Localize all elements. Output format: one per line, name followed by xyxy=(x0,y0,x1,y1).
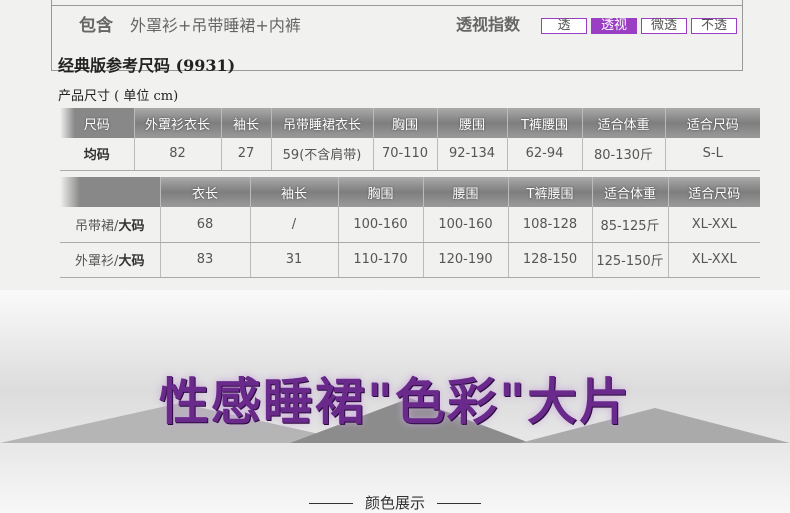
table-cell: 120-190 xyxy=(422,242,508,278)
table-cell: 68 xyxy=(159,207,250,243)
divider xyxy=(437,503,481,504)
sheer-option-slight: 微透 xyxy=(641,18,687,34)
table-cell: 59(不含肩带) xyxy=(270,138,373,171)
table-cell: 100-160 xyxy=(422,207,508,243)
table-cell: S-L xyxy=(664,138,760,171)
column-header: 腰围 xyxy=(436,108,507,138)
table-cell: 100-160 xyxy=(337,207,423,243)
column-header: 尺码 xyxy=(60,108,134,138)
column-header: 适合体重 xyxy=(581,108,665,138)
column-header: 吊带睡裙衣长 xyxy=(270,108,373,138)
mountain-graphic xyxy=(290,398,530,443)
table-cell: 83 xyxy=(159,242,250,278)
column-header: 适合尺码 xyxy=(664,108,760,138)
row-label: 吊带裙/大码 xyxy=(60,207,160,243)
table-cell: 108-128 xyxy=(507,207,592,243)
table-cell: 均码 xyxy=(60,138,134,171)
table-cell: 62-94 xyxy=(506,138,582,171)
banner xyxy=(0,290,790,513)
section-heading: 颜色展示 xyxy=(0,492,790,513)
column-header: 腰围 xyxy=(422,177,508,207)
item-name: 吊带裙/ xyxy=(75,218,119,234)
column-header xyxy=(60,177,160,207)
banner-title: 性感睡裙"色彩"大片 xyxy=(158,373,632,431)
column-header: T裤腰围 xyxy=(507,177,592,207)
row-label: 外罩衫/大码 xyxy=(60,242,160,278)
table-cell: 92-134 xyxy=(436,138,507,171)
table-cell: 110-170 xyxy=(337,242,423,278)
table-row: 外罩衫/大码 83 31 110-170 120-190 128-150 125-150斤 X… xyxy=(60,242,760,278)
column-header: 袖长 xyxy=(220,108,271,138)
item-name: 外罩衫/ xyxy=(75,254,119,269)
table-cell: 85-125斤 xyxy=(591,207,668,243)
sheer-option-sheer: 透 xyxy=(541,18,587,34)
size-name: 大码 xyxy=(118,218,145,234)
table-header-row: 尺码 外罩衫衣长 袖长 吊带睡裙衣长 胸围 腰围 T裤腰围 适合体重 适合尺码 xyxy=(60,108,760,138)
divider xyxy=(308,503,353,504)
contains-value: 外罩衫+吊带睡裙+内裤 xyxy=(130,16,301,35)
column-header: 适合体重 xyxy=(591,177,668,207)
table-cell: 128-150 xyxy=(507,242,592,278)
page-title: 经典版参考尺码 (9931) xyxy=(58,56,236,75)
column-header: 袖长 xyxy=(249,177,338,207)
sheer-index-label: 透视指数 xyxy=(456,15,521,34)
product-info-box: 包含 外罩衫+吊带睡裙+内裤 透视指数 透 透视 微透 不透 xyxy=(51,0,743,71)
table-cell: 82 xyxy=(133,138,221,171)
divider xyxy=(52,5,742,6)
size-name: 大码 xyxy=(118,254,145,269)
contains-label: 包含 xyxy=(79,16,113,36)
table-cell: XL-XXL xyxy=(667,242,760,278)
table-cell: 125-150斤 xyxy=(591,242,668,278)
column-header: 适合尺码 xyxy=(667,177,760,207)
table-header-row: 衣长 袖长 胸围 腰围 T裤腰围 适合体重 适合尺码 xyxy=(60,177,760,207)
column-header: T裤腰围 xyxy=(506,108,582,138)
table-row: 吊带裙/大码 68/100-160 100-160 108-128 85-125斤 XL-… xyxy=(60,207,760,243)
sheer-option-opaque: 不透 xyxy=(691,18,737,34)
sheer-option-see-through: 透视 xyxy=(591,18,637,34)
table-cell: 80-130斤 xyxy=(581,138,665,171)
column-header: 胸围 xyxy=(372,108,437,138)
table-cell: / xyxy=(249,207,338,243)
column-header: 胸围 xyxy=(337,177,423,207)
column-header: 衣长 xyxy=(159,177,250,207)
table-cell: 70-110 xyxy=(372,138,437,171)
table-row: 均码 82 27 59(不含肩带) 70-110 92-134 62-94 80-130斤 S-… xyxy=(60,138,760,171)
column-header: 外罩衫衣长 xyxy=(133,108,221,138)
table-cell: 27 xyxy=(220,138,271,171)
mountain-graphic xyxy=(520,408,790,443)
section-label: 颜色展示 xyxy=(364,494,425,512)
size-unit-label: 产品尺寸 ( 单位 cm) xyxy=(58,89,179,104)
table-cell: XL-XXL xyxy=(667,207,760,243)
table-cell: 31 xyxy=(249,242,338,278)
size-table-plus: 衣长 袖长 胸围 腰围 T裤腰围 适合体重 适合尺码 吊带裙/大码 68/100-160 100… xyxy=(60,177,760,278)
size-table-standard: 尺码 外罩衫衣长 袖长 吊带睡裙衣长 胸围 腰围 T裤腰围 适合体重 适合尺码 均码 82 27 59… xyxy=(60,108,760,171)
